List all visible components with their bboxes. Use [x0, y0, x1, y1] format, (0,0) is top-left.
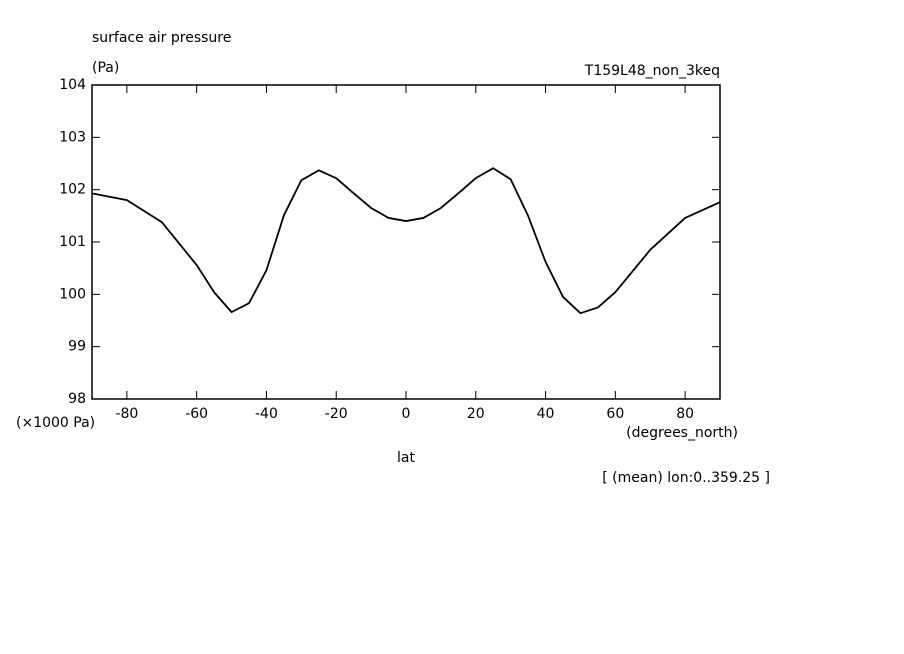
x-tick-label: 60	[606, 406, 624, 422]
y-tick-label: 100	[59, 286, 86, 302]
note: [ (mean) lon:0..359.25 ]	[602, 470, 770, 486]
x-units: (degrees_north)	[626, 425, 738, 441]
y-tick-label: 99	[68, 339, 86, 355]
x-tick-label: -20	[325, 406, 348, 422]
x-tick-label: -80	[115, 406, 138, 422]
chart-title: surface air pressure	[92, 30, 231, 46]
x-tick-label: 0	[402, 406, 411, 422]
x-tick-label: 20	[467, 406, 485, 422]
x-tick-label: 80	[676, 406, 694, 422]
experiment: T159L48_non_3keq	[584, 63, 720, 79]
x-tick-label: -40	[255, 406, 278, 422]
x-tick-label: -60	[185, 406, 208, 422]
line	[91, 167, 721, 315]
y-tick-label: 102	[59, 182, 86, 198]
plot-frame	[91, 84, 721, 400]
y-tick-label: 103	[59, 129, 86, 145]
y-label: (Pa)	[92, 60, 119, 76]
y-tick-label: 98	[68, 391, 86, 407]
x-tick-label: 40	[537, 406, 555, 422]
y-scale-label: (×1000 Pa)	[16, 415, 95, 431]
y-tick-label: 101	[59, 234, 86, 250]
y-tick-label: 104	[59, 77, 86, 93]
x-label: lat	[397, 450, 415, 466]
